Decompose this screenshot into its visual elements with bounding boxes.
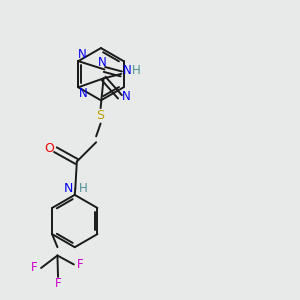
Text: N: N — [98, 56, 106, 69]
Text: S: S — [97, 109, 105, 122]
Text: N: N — [122, 90, 131, 103]
Text: F: F — [31, 262, 38, 275]
Text: N: N — [123, 64, 132, 77]
Text: N: N — [77, 48, 86, 61]
Text: O: O — [44, 142, 54, 155]
Text: H: H — [78, 182, 87, 195]
Text: N: N — [64, 182, 74, 195]
Text: H: H — [132, 64, 141, 77]
Text: F: F — [77, 258, 84, 271]
Text: F: F — [55, 277, 62, 290]
Text: N: N — [78, 87, 87, 100]
